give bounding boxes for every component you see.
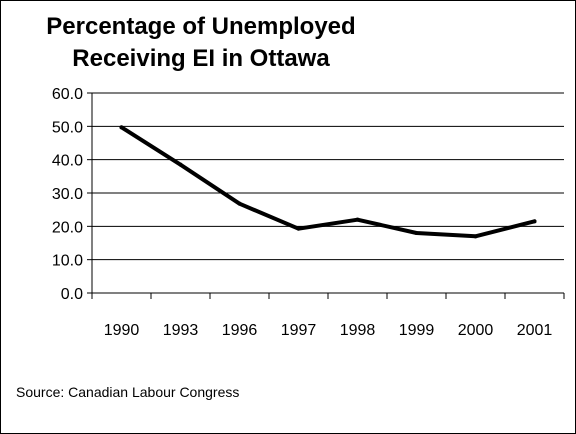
data-point [119, 125, 124, 130]
data-point [532, 219, 537, 224]
chart-title-line-1: Percentage of Unemployed [46, 13, 356, 40]
y-tick-label: 10.0 [52, 253, 83, 270]
x-tick-label: 1993 [163, 322, 199, 339]
source-note: Source: Canadian Labour Congress [16, 384, 240, 400]
series-lines [119, 125, 537, 239]
data-point [355, 217, 360, 222]
x-tick-label: 1997 [281, 322, 317, 339]
x-tick-label: 2000 [458, 322, 494, 339]
data-point [178, 162, 183, 167]
y-tick-label: 0.0 [61, 286, 83, 303]
x-tick-label: 1999 [399, 322, 435, 339]
x-tick-label: 2001 [517, 322, 553, 339]
y-tick-label: 60.0 [52, 86, 83, 103]
x-tick-labels: 1990 1993 1996 1997 1998 1999 2000 2001 [104, 322, 553, 339]
data-point [237, 201, 242, 206]
y-tick-label: 30.0 [52, 186, 83, 203]
data-point [296, 226, 301, 231]
gridlines [92, 92, 564, 261]
x-tick-label: 1998 [340, 322, 376, 339]
data-point [414, 231, 419, 235]
x-tick-label: 1996 [222, 322, 258, 339]
axes [87, 92, 565, 299]
x-tick-label: 1990 [104, 322, 140, 339]
series-line [119, 125, 537, 239]
y-tick-label: 20.0 [52, 219, 83, 236]
y-tick-label: 40.0 [52, 153, 83, 170]
data-point [473, 234, 478, 239]
chart-title-line-2: Receiving EI in Ottawa [72, 45, 330, 72]
chart-title: Percentage of Unemployed Receiving EI in… [1, 11, 401, 75]
y-tick-labels: 0.0 10.0 20.0 30.0 40.0 50.0 60.0 [52, 86, 83, 303]
y-tick-label: 50.0 [52, 119, 83, 136]
